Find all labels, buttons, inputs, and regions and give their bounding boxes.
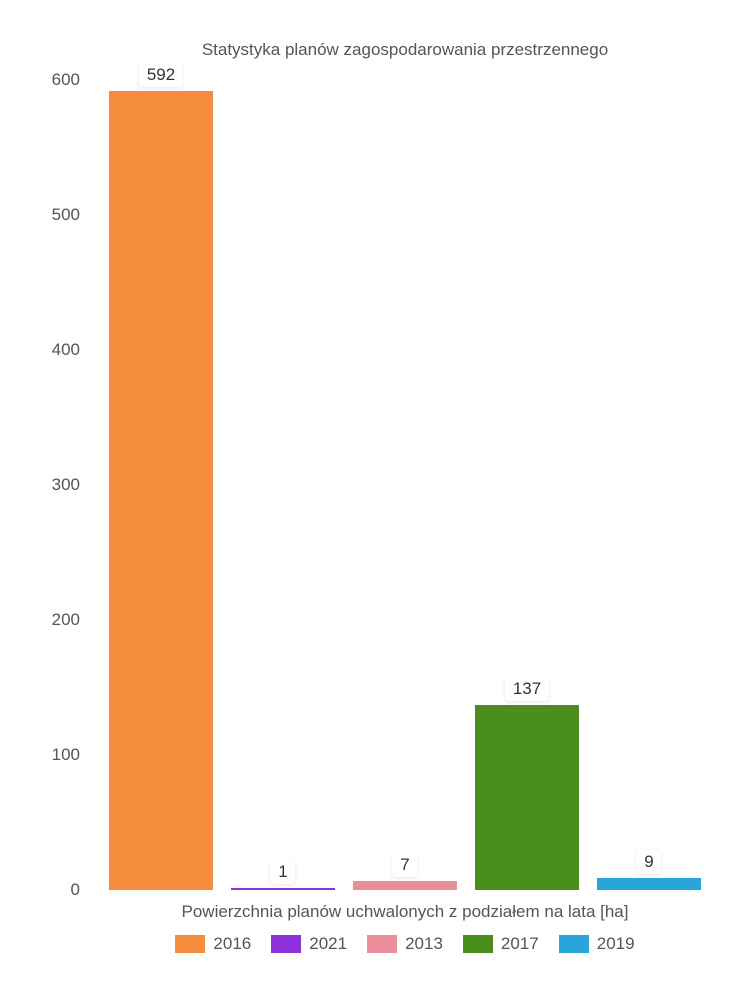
legend-item-2019: 2019 bbox=[559, 934, 635, 954]
legend-item-2021: 2021 bbox=[271, 934, 347, 954]
y-tick-label: 200 bbox=[52, 610, 80, 630]
legend-label: 2013 bbox=[405, 934, 443, 954]
bar-2016: 592 bbox=[109, 91, 213, 890]
bar-wrapper: 9 bbox=[588, 80, 710, 890]
bars-area: 592 1 7 137 9 bbox=[90, 80, 720, 890]
y-tick-label: 300 bbox=[52, 475, 80, 495]
chart-title: Statystyka planów zagospodarowania przes… bbox=[90, 40, 720, 60]
legend-swatch bbox=[367, 935, 397, 953]
legend-swatch bbox=[271, 935, 301, 953]
bar-value-label: 1 bbox=[270, 860, 295, 884]
y-tick-label: 600 bbox=[52, 70, 80, 90]
bar-2021: 1 bbox=[231, 888, 335, 890]
legend: 2016 2021 2013 2017 2019 bbox=[90, 934, 720, 954]
legend-label: 2019 bbox=[597, 934, 635, 954]
y-tick-label: 400 bbox=[52, 340, 80, 360]
bar-value-label: 7 bbox=[392, 853, 417, 877]
y-tick-label: 500 bbox=[52, 205, 80, 225]
y-axis: 0100200300400500600 bbox=[40, 80, 90, 890]
bar-value-label: 9 bbox=[636, 850, 661, 874]
y-tick-label: 100 bbox=[52, 745, 80, 765]
bar-wrapper: 592 bbox=[100, 80, 222, 890]
bar-value-label: 592 bbox=[139, 63, 183, 87]
y-tick-label: 0 bbox=[71, 880, 80, 900]
chart-container: Statystyka planów zagospodarowania przes… bbox=[0, 0, 750, 1000]
bar-value-label: 137 bbox=[505, 677, 549, 701]
x-axis-label: Powierzchnia planów uchwalonych z podzia… bbox=[90, 902, 720, 922]
bar-wrapper: 137 bbox=[466, 80, 588, 890]
bar-wrapper: 7 bbox=[344, 80, 466, 890]
bar-2017: 137 bbox=[475, 705, 579, 890]
legend-item-2013: 2013 bbox=[367, 934, 443, 954]
legend-swatch bbox=[559, 935, 589, 953]
legend-swatch bbox=[463, 935, 493, 953]
legend-item-2017: 2017 bbox=[463, 934, 539, 954]
legend-swatch bbox=[175, 935, 205, 953]
bar-2019: 9 bbox=[597, 878, 701, 890]
bar-wrapper: 1 bbox=[222, 80, 344, 890]
legend-label: 2021 bbox=[309, 934, 347, 954]
plot-area: 0100200300400500600 592171379 bbox=[90, 80, 720, 890]
legend-label: 2017 bbox=[501, 934, 539, 954]
bar-2013: 7 bbox=[353, 881, 457, 890]
legend-item-2016: 2016 bbox=[175, 934, 251, 954]
legend-label: 2016 bbox=[213, 934, 251, 954]
